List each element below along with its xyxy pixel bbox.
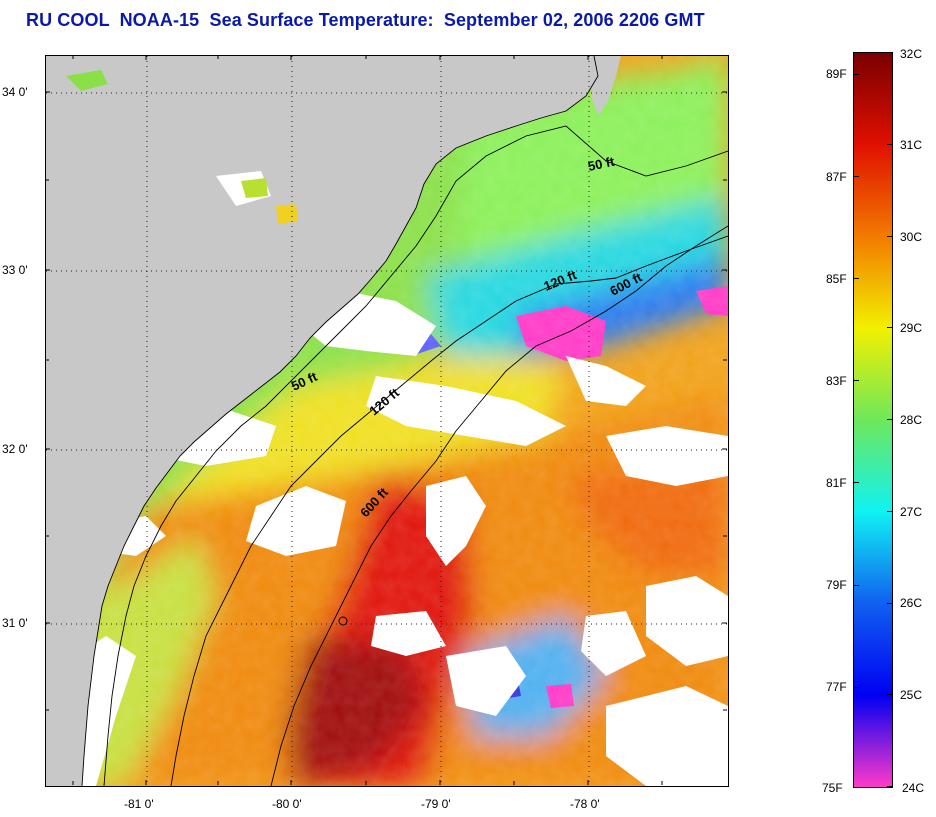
lon-label: -80 0' bbox=[272, 797, 302, 811]
colorbar-f-label: 87F bbox=[826, 170, 847, 184]
lon-label: -79 0' bbox=[421, 797, 451, 811]
colorbar-c-tick bbox=[887, 327, 892, 328]
isobath-label: 50 ft bbox=[587, 154, 617, 174]
colorbar-f-label: 85F bbox=[826, 272, 847, 286]
colorbar-c-label: 24C bbox=[902, 781, 925, 795]
sst-map: 50 ft 120 ft 600 ft 50 ft 120 ft 600 ft bbox=[45, 55, 729, 787]
colorbar-c-tick bbox=[887, 144, 892, 145]
colorbar-f-label: 77F bbox=[826, 680, 847, 694]
graticule bbox=[46, 56, 728, 786]
colorbar-c-tick bbox=[887, 511, 892, 512]
isobath-120ft bbox=[170, 235, 728, 786]
colorbar-f-tick bbox=[854, 176, 859, 177]
colorbar-f-label: 75F bbox=[822, 781, 843, 795]
lat-label: 31 0' bbox=[2, 616, 28, 630]
isobath-600ft bbox=[270, 225, 728, 786]
colorbar-c-label: 27C bbox=[900, 505, 923, 519]
land-mass bbox=[46, 56, 598, 786]
colorbar-c-label: 28C bbox=[900, 413, 923, 427]
colorbar-c-tick bbox=[887, 419, 892, 420]
lat-label: 32 0' bbox=[2, 442, 28, 456]
colorbar-c-label: 32C bbox=[900, 47, 923, 61]
colorbar-f-tick bbox=[854, 74, 859, 75]
colorbar-c-tick bbox=[887, 694, 892, 695]
colorbar-c-tick bbox=[887, 236, 892, 237]
colorbar-c-tick bbox=[887, 52, 892, 53]
colorbar-f-tick bbox=[854, 585, 859, 586]
colorbar bbox=[853, 52, 893, 788]
isobaths bbox=[103, 125, 728, 786]
colorbar-f-label: 83F bbox=[826, 374, 847, 388]
colorbar-c-label: 30C bbox=[900, 230, 923, 244]
lon-label: -81 0' bbox=[124, 797, 154, 811]
inland-patches bbox=[66, 70, 298, 224]
colorbar-f-label: 79F bbox=[826, 578, 847, 592]
map-title: RU COOL NOAA-15 Sea Surface Temperature:… bbox=[26, 10, 705, 30]
coastline bbox=[81, 56, 599, 786]
colorbar-f-label: 89F bbox=[826, 67, 847, 81]
colorbar-c-label: 26C bbox=[900, 596, 923, 610]
lon-label: -78 0' bbox=[570, 797, 600, 811]
land-mass-north bbox=[591, 56, 621, 116]
colorbar-f-tick bbox=[854, 380, 859, 381]
lat-label: 34 0' bbox=[2, 85, 28, 99]
lat-label: 33 0' bbox=[2, 263, 28, 277]
sst-map-graphic: 50 ft 120 ft 600 ft 50 ft 120 ft 600 ft bbox=[46, 56, 728, 786]
colorbar-f-tick bbox=[854, 278, 859, 279]
colorbar-c-label: 29C bbox=[900, 321, 923, 335]
colorbar-f-label: 81F bbox=[826, 476, 847, 490]
colorbar-c-tick bbox=[887, 786, 892, 787]
isobath-50ft bbox=[103, 125, 728, 786]
colorbar-f-tick bbox=[854, 482, 859, 483]
colorbar-c-label: 25C bbox=[900, 688, 923, 702]
colorbar-c-tick bbox=[887, 603, 892, 604]
colorbar-c-label: 31C bbox=[900, 138, 923, 152]
colorbar-f-tick bbox=[854, 687, 859, 688]
station-marker bbox=[338, 616, 348, 626]
